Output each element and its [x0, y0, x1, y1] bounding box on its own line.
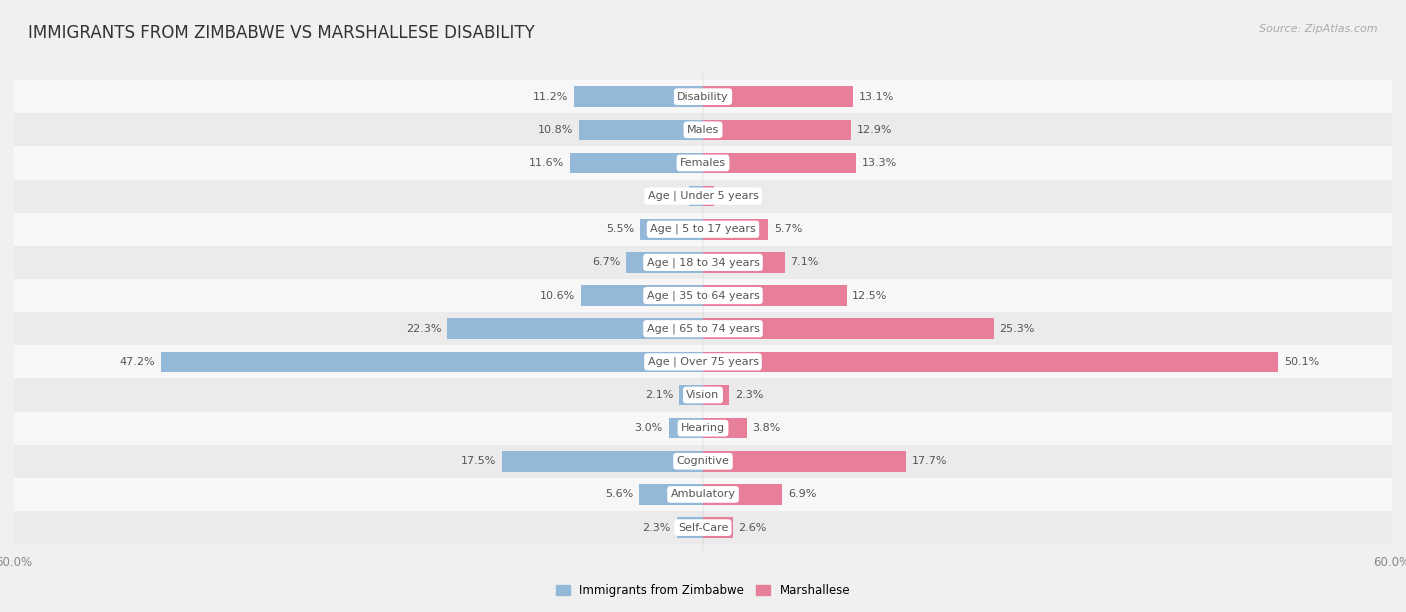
- Bar: [14, 312, 1392, 345]
- Text: 10.6%: 10.6%: [540, 291, 575, 300]
- Bar: [676, 517, 703, 538]
- Text: 12.5%: 12.5%: [852, 291, 887, 300]
- Text: Hearing: Hearing: [681, 423, 725, 433]
- Text: 0.94%: 0.94%: [720, 191, 755, 201]
- Text: 47.2%: 47.2%: [120, 357, 155, 367]
- Bar: [14, 445, 1392, 478]
- Text: 11.2%: 11.2%: [533, 92, 568, 102]
- Text: 13.3%: 13.3%: [862, 158, 897, 168]
- Bar: [14, 478, 1392, 511]
- Bar: [689, 186, 703, 206]
- Text: 12.9%: 12.9%: [856, 125, 893, 135]
- Text: 17.5%: 17.5%: [461, 457, 496, 466]
- Text: 13.1%: 13.1%: [859, 92, 894, 102]
- Text: 3.0%: 3.0%: [634, 423, 662, 433]
- Bar: [703, 219, 769, 239]
- Bar: [703, 517, 733, 538]
- Bar: [14, 113, 1392, 146]
- Text: Self-Care: Self-Care: [678, 523, 728, 532]
- Bar: [626, 252, 703, 273]
- Bar: [638, 484, 703, 505]
- Text: 2.1%: 2.1%: [645, 390, 673, 400]
- Bar: [14, 378, 1392, 411]
- Legend: Immigrants from Zimbabwe, Marshallese: Immigrants from Zimbabwe, Marshallese: [551, 580, 855, 602]
- Text: Age | Over 75 years: Age | Over 75 years: [648, 357, 758, 367]
- Bar: [703, 385, 730, 405]
- Text: 1.2%: 1.2%: [655, 191, 683, 201]
- Text: 17.7%: 17.7%: [912, 457, 948, 466]
- Text: Age | 35 to 64 years: Age | 35 to 64 years: [647, 290, 759, 300]
- Bar: [569, 152, 703, 173]
- Bar: [669, 418, 703, 438]
- Text: 25.3%: 25.3%: [1000, 324, 1035, 334]
- Bar: [703, 484, 782, 505]
- Bar: [14, 279, 1392, 312]
- Bar: [703, 252, 785, 273]
- Text: 10.8%: 10.8%: [538, 125, 574, 135]
- Bar: [14, 80, 1392, 113]
- Bar: [703, 318, 994, 339]
- Bar: [679, 385, 703, 405]
- Text: 11.6%: 11.6%: [529, 158, 564, 168]
- Text: Age | 5 to 17 years: Age | 5 to 17 years: [650, 224, 756, 234]
- Bar: [703, 119, 851, 140]
- Text: Cognitive: Cognitive: [676, 457, 730, 466]
- Bar: [14, 179, 1392, 212]
- Text: 6.9%: 6.9%: [787, 490, 817, 499]
- Text: Age | 65 to 74 years: Age | 65 to 74 years: [647, 324, 759, 334]
- Bar: [14, 511, 1392, 544]
- Bar: [703, 451, 907, 472]
- Bar: [640, 219, 703, 239]
- Text: 2.6%: 2.6%: [738, 523, 766, 532]
- Bar: [162, 351, 703, 372]
- Text: Males: Males: [688, 125, 718, 135]
- Text: 7.1%: 7.1%: [790, 258, 818, 267]
- Text: Disability: Disability: [678, 92, 728, 102]
- Bar: [14, 411, 1392, 445]
- Text: Age | Under 5 years: Age | Under 5 years: [648, 191, 758, 201]
- Text: 3.8%: 3.8%: [752, 423, 780, 433]
- Bar: [703, 152, 856, 173]
- Text: 2.3%: 2.3%: [735, 390, 763, 400]
- Text: 22.3%: 22.3%: [406, 324, 441, 334]
- Text: 5.6%: 5.6%: [605, 490, 633, 499]
- Text: IMMIGRANTS FROM ZIMBABWE VS MARSHALLESE DISABILITY: IMMIGRANTS FROM ZIMBABWE VS MARSHALLESE …: [28, 24, 534, 42]
- Bar: [581, 285, 703, 306]
- Bar: [14, 212, 1392, 246]
- Bar: [703, 351, 1278, 372]
- Bar: [14, 146, 1392, 179]
- Text: Vision: Vision: [686, 390, 720, 400]
- Text: 5.7%: 5.7%: [775, 224, 803, 234]
- Text: Source: ZipAtlas.com: Source: ZipAtlas.com: [1260, 24, 1378, 34]
- Text: Ambulatory: Ambulatory: [671, 490, 735, 499]
- Bar: [579, 119, 703, 140]
- Bar: [14, 246, 1392, 279]
- Text: Age | 18 to 34 years: Age | 18 to 34 years: [647, 257, 759, 267]
- Text: 50.1%: 50.1%: [1284, 357, 1319, 367]
- Text: 5.5%: 5.5%: [606, 224, 634, 234]
- Bar: [502, 451, 703, 472]
- Bar: [14, 345, 1392, 378]
- Text: 2.3%: 2.3%: [643, 523, 671, 532]
- Bar: [703, 86, 853, 107]
- Bar: [575, 86, 703, 107]
- Bar: [703, 418, 747, 438]
- Text: 6.7%: 6.7%: [592, 258, 620, 267]
- Bar: [703, 285, 846, 306]
- Text: Females: Females: [681, 158, 725, 168]
- Bar: [703, 186, 714, 206]
- Bar: [447, 318, 703, 339]
